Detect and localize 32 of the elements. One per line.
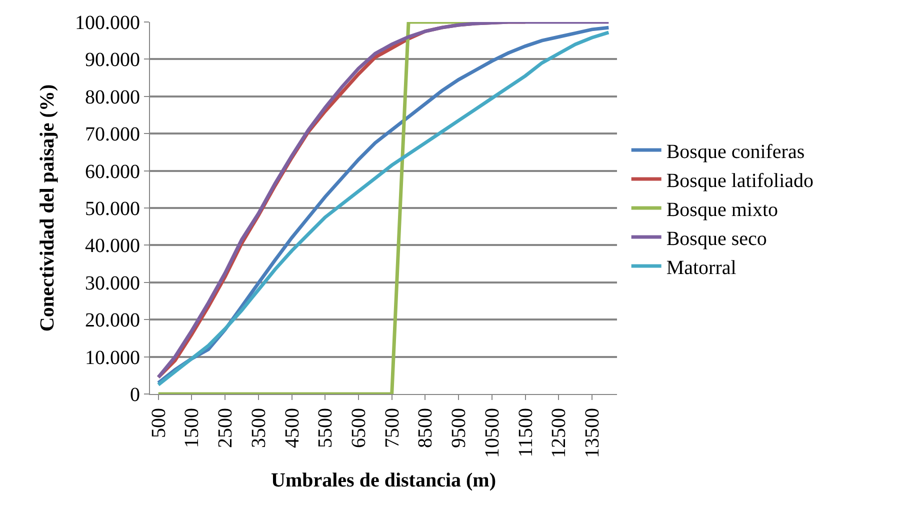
y-tick-label: 30.000 — [85, 272, 140, 294]
y-tick-label: 100.000 — [75, 12, 140, 34]
y-tick-label: 90.000 — [85, 49, 140, 72]
y-axis-title: Conectividad del paisaje (%) — [36, 84, 58, 332]
y-tick-label: 70.000 — [85, 124, 140, 146]
legend-label: Bosque mixto — [666, 198, 778, 221]
x-tick-label: 2500 — [214, 408, 237, 448]
y-tick-label: 50.000 — [85, 198, 140, 220]
x-tick-label: 10500 — [481, 408, 504, 458]
x-tick-label: 8500 — [414, 408, 437, 448]
legend-label: Bosque seco — [666, 228, 767, 250]
x-tick-label: 13500 — [581, 408, 604, 458]
x-tick-label: 4500 — [281, 408, 304, 448]
x-tick-label: 6500 — [348, 408, 370, 448]
legend-label: Bosque latifoliado — [666, 170, 814, 192]
y-tick-label: 10.000 — [85, 346, 140, 369]
legend-label: Bosque coniferas — [666, 140, 805, 163]
x-tick-label: 9500 — [448, 408, 470, 448]
y-tick-label: 60.000 — [85, 160, 140, 183]
x-axis-title: Umbrales de distancia (m) — [271, 470, 496, 492]
y-tick-label: 20.000 — [85, 310, 140, 332]
x-tick-label: 5500 — [314, 408, 337, 448]
y-tick-label: 80.000 — [85, 86, 140, 108]
x-tick-label: 7500 — [381, 408, 404, 448]
x-tick-label: 11500 — [514, 408, 537, 458]
legend-label: Matorral — [666, 256, 737, 279]
x-tick-label: 500 — [148, 408, 170, 438]
y-tick-label: 0 — [130, 384, 140, 406]
x-tick-label: 1500 — [181, 408, 204, 448]
x-tick-label: 12500 — [548, 408, 570, 458]
x-tick-label: 3500 — [248, 408, 270, 448]
y-tick-label: 40.000 — [85, 235, 140, 258]
